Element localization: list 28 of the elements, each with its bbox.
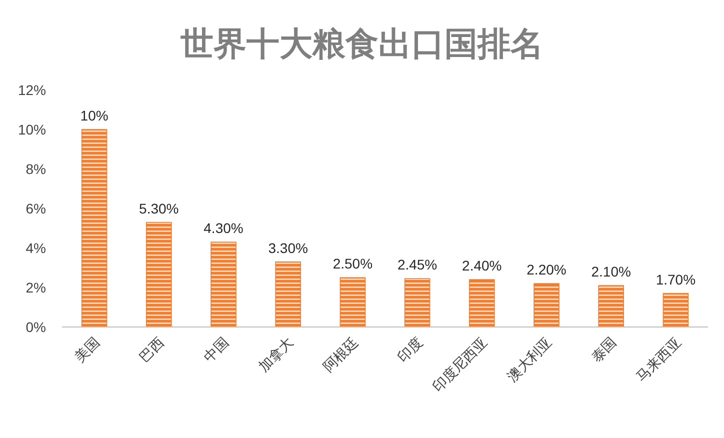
- value-label: 3.30%: [268, 240, 308, 256]
- xtick: 马来西亚: [632, 334, 684, 385]
- ytick: 12%: [18, 82, 46, 98]
- value-label: 2.45%: [397, 256, 438, 273]
- xtick: 印度尼西亚: [429, 334, 490, 395]
- value-label: 10%: [80, 108, 108, 124]
- value-label: 5.30%: [139, 200, 179, 216]
- xtick: 泰国: [588, 334, 620, 365]
- ytick: 2%: [26, 280, 46, 296]
- xtick: 澳大利亚: [504, 334, 555, 385]
- value-label: 4.30%: [204, 220, 244, 236]
- title: 世界十大粮食出口国排名: [180, 25, 544, 62]
- xtick: 中国: [200, 334, 232, 365]
- xtick: 加拿大: [255, 334, 296, 375]
- value-label: 2.50%: [332, 256, 373, 272]
- ytick: 8%: [26, 161, 46, 177]
- value-label: 2.20%: [526, 262, 566, 278]
- value-label: 1.70%: [656, 271, 696, 288]
- xtick: 美国: [71, 334, 102, 365]
- ytick: 10%: [18, 122, 46, 138]
- xtick: 印度: [394, 334, 426, 365]
- ytick: 0%: [26, 319, 46, 335]
- xtick: 阿根廷: [320, 334, 361, 375]
- ytick: 6%: [26, 200, 46, 216]
- ytick: 4%: [26, 240, 46, 256]
- value-label: 2.10%: [591, 264, 631, 280]
- xtick: 巴西: [136, 334, 168, 365]
- value-label: 2.40%: [462, 258, 502, 274]
